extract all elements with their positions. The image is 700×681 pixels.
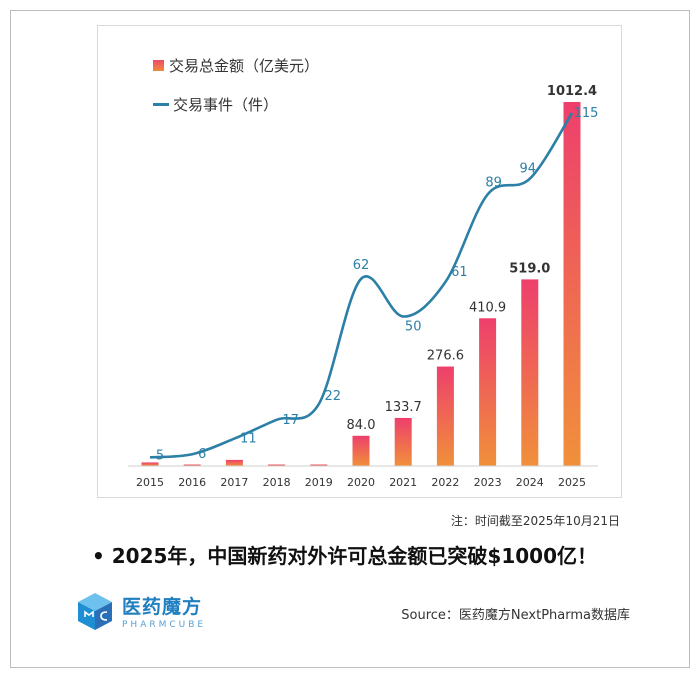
bar-2020 [352,435,370,466]
bar-2015 [141,462,159,466]
x-tick-2023: 2023 [474,476,502,489]
logo-name-en: PHARMCUBE [122,620,207,630]
bar-2024 [521,279,539,466]
legend-bar-label: 交易总金额（亿美元） [169,57,320,75]
x-tick-2018: 2018 [263,476,291,489]
x-tick-2015: 2015 [136,476,164,489]
legend-bar-swatch [153,60,164,71]
bar-label-2022: 276.6 [427,349,464,364]
legend-bar-item: 交易总金额（亿美元） [153,55,319,76]
bar-2021 [394,417,412,466]
bar-2025 [563,102,581,466]
line-label-2025: 115 [574,106,599,121]
x-tick-2016: 2016 [178,476,206,489]
bar-2017 [225,459,243,466]
deal-count-line [149,112,574,459]
bar-2018 [268,464,286,466]
legend-line-swatch [153,103,169,106]
logo-name-cn: 医药魔方 [122,596,203,618]
bar-label-2020: 84.0 [347,418,376,433]
bar-label-2024: 519.0 [509,261,550,276]
x-tick-2022: 2022 [431,476,459,489]
line-label-2017: 11 [240,432,257,447]
x-tick-2024: 2024 [516,476,544,489]
headline: • 2025年，中国新药对外许可总金额已突破$1000亿！ [92,544,597,568]
x-tick-2019: 2019 [305,476,333,489]
footnote: 注：时间截至2025年10月21日 [450,514,620,528]
pharmcube-logo: 医药魔方 PHARMCUBE [74,590,206,632]
line-label-2018: 17 [282,413,299,428]
line-label-2024: 94 [520,162,537,177]
line-label-2023: 89 [485,175,502,190]
line-label-2022: 61 [451,265,468,280]
bar-2019 [310,464,328,466]
bar-label-2023: 410.9 [469,300,506,315]
line-label-2021: 50 [405,319,422,334]
line-label-2016: 6 [198,447,206,462]
bar-2023 [479,318,497,466]
legend-line-item: 交易事件（件） [153,94,278,115]
line-label-2020: 62 [353,258,370,273]
legend-line-label: 交易事件（件） [173,96,279,114]
source-note: Source：医药魔方NextPharma数据库 [401,608,630,623]
bar-label-2021: 133.7 [385,400,422,415]
x-tick-2020: 2020 [347,476,375,489]
bar-label-2025: 1012.4 [547,84,597,99]
bar-2016 [183,464,201,466]
line-label-2019: 22 [325,389,342,404]
x-tick-2017: 2017 [220,476,248,489]
bar-2022 [436,366,454,466]
x-tick-2021: 2021 [389,476,417,489]
x-tick-2025: 2025 [558,476,586,489]
line-label-2015: 5 [156,448,164,463]
cube-logo-icon [78,593,112,630]
outer-frame [10,10,690,668]
